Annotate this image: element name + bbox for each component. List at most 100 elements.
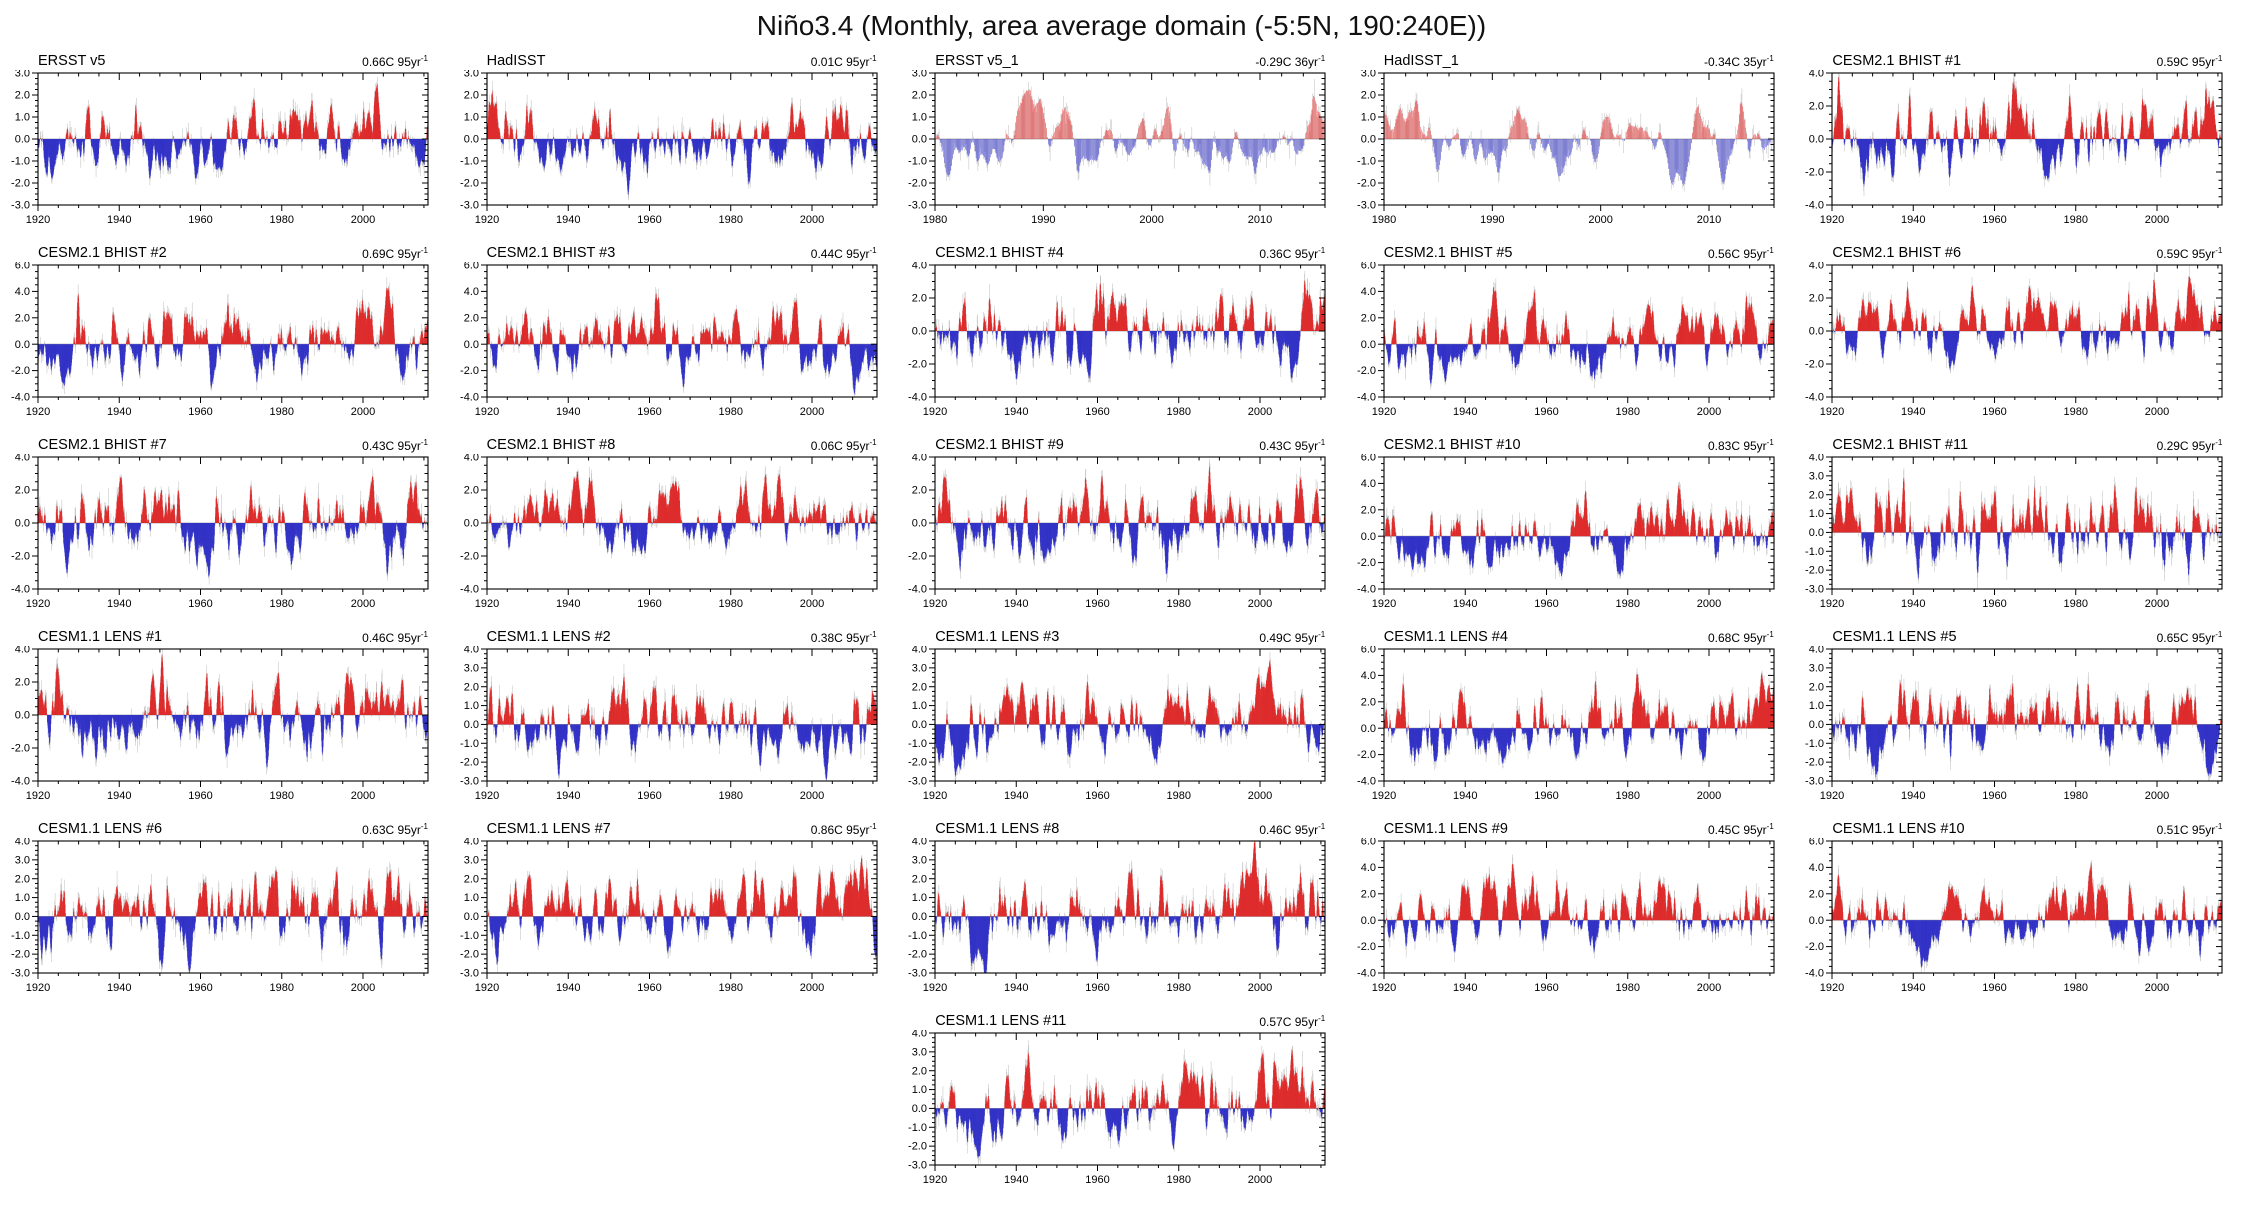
- negative-anomaly-series: [47, 715, 429, 768]
- y-tick-label: -3.0: [1805, 776, 1824, 788]
- y-tick-label: 4.0: [912, 838, 927, 848]
- panel-header: HadISST 0.01C 95yr-1: [449, 50, 897, 70]
- x-tick-label: 1940: [107, 598, 131, 610]
- panel-header: CESM1.1 LENS #8 0.46C 95yr-1: [897, 818, 1345, 838]
- x-tick-label: 1960: [1534, 406, 1558, 418]
- panel-plot: -3.0 -2.0 -1.0 0.0 1.0 2.0 3.0 4.0 1920 1940 1960 1…: [460, 838, 878, 994]
- y-tick-label: -1.0: [908, 738, 927, 750]
- panel-header: CESM1.1 LENS #6 0.63C 95yr-1: [0, 818, 448, 838]
- x-tick-label: 1920: [923, 1174, 947, 1186]
- y-tick-label: 2.0: [1361, 90, 1376, 102]
- trend-exponent: -1: [869, 54, 877, 63]
- x-tick-label: 1960: [637, 406, 661, 418]
- panel-title: CESM2.1 BHIST #2: [38, 245, 167, 261]
- chart-panel: ERSST v5_1 -0.29C 36yr-1 -3.0 -2.0 -1.0 0.0 1.…: [897, 50, 1345, 242]
- trend-exponent: -1: [869, 630, 877, 639]
- y-tick-label: 6.0: [1361, 646, 1376, 656]
- x-tick-label: 1980: [1372, 214, 1396, 226]
- x-tick-label: 1920: [1820, 214, 1844, 226]
- panel-trend-label: -0.29C 36yr-1: [1255, 54, 1326, 69]
- y-tick-label: -1.0: [908, 1122, 927, 1134]
- chart-panel: HadISST 0.01C 95yr-1 -3.0 -2.0 -1.0 0.0 1.0 2.0…: [449, 50, 897, 242]
- y-tick-label: 3.0: [1361, 70, 1376, 80]
- y-tick-label: 4.0: [463, 646, 478, 656]
- panel-trend-label: 0.66C 95yr-1: [362, 54, 428, 69]
- panel-plot: -3.0 -2.0 -1.0 0.0 1.0 2.0 3.0 1920 1940 1960 1980…: [460, 70, 878, 226]
- panel-title: ERSST v5_1: [935, 53, 1019, 69]
- x-tick-label: 1920: [923, 790, 947, 802]
- y-tick-label: 2.0: [1361, 696, 1376, 708]
- x-tick-label: 1940: [1004, 790, 1028, 802]
- y-tick-label: 2.0: [15, 677, 30, 689]
- x-tick-label: 1980: [2064, 406, 2088, 418]
- panel-title: CESM1.1 LENS #7: [486, 821, 611, 837]
- trend-exponent: -1: [1318, 630, 1326, 639]
- y-tick-label: -3.0: [460, 200, 479, 212]
- x-tick-label: 1960: [188, 790, 212, 802]
- plot-frame: [1831, 840, 2223, 974]
- y-tick-label: -4.0: [11, 776, 30, 788]
- panel-title: CESM1.1 LENS #5: [1832, 629, 1957, 645]
- x-tick-label: 1920: [1372, 598, 1396, 610]
- x-tick-label: 1940: [1004, 1174, 1028, 1186]
- y-tick-label: 2.0: [1809, 888, 1824, 900]
- negative-anomaly-series: [1387, 728, 1738, 764]
- y-tick-label: 2.0: [1809, 681, 1824, 693]
- y-tick-label: 0.0: [463, 339, 478, 351]
- negative-anomaly-series: [487, 523, 877, 555]
- chart-panel: CESM2.1 BHIST #4 0.36C 95yr-1 -4.0 -2.0 0.0 2…: [897, 242, 1345, 434]
- panel-plot: -4.0 -2.0 0.0 2.0 4.0 1920 1940 1960 1980 2000: [908, 454, 1326, 610]
- y-tick-label: 1.0: [463, 112, 478, 124]
- x-tick-label: 1920: [474, 214, 498, 226]
- y-tick-label: -3.0: [1805, 584, 1824, 596]
- positive-anomaly-series: [946, 660, 1326, 725]
- y-tick-label: 2.0: [1361, 888, 1376, 900]
- panel-trend-label: 0.86C 95yr-1: [810, 822, 877, 837]
- x-tick-label: 2000: [1697, 598, 1721, 610]
- x-tick-label: 1940: [1453, 790, 1477, 802]
- y-tick-label: -4.0: [11, 392, 30, 404]
- y-tick-label: 2.0: [912, 681, 927, 693]
- x-tick-label: 2000: [351, 214, 375, 226]
- panel-header: CESM1.1 LENS #7 0.86C 95yr-1: [449, 818, 897, 838]
- x-tick-label: 1940: [107, 982, 131, 994]
- y-tick-label: 2.0: [463, 873, 478, 885]
- x-tick-label: 1920: [1820, 790, 1844, 802]
- panel-header: CESM1.1 LENS #5 0.65C 95yr-1: [1794, 626, 2242, 646]
- panel-title: ERSST v5: [38, 53, 106, 69]
- x-tick-label: 1980: [1615, 790, 1639, 802]
- y-tick-label: -1.0: [11, 930, 30, 942]
- x-tick-label: 2000: [351, 982, 375, 994]
- x-tick-label: 1940: [1453, 982, 1477, 994]
- panel-header: CESM1.1 LENS #3 0.49C 95yr-1: [897, 626, 1345, 646]
- x-tick-label: 1940: [1901, 406, 1925, 418]
- trend-exponent: -1: [420, 822, 428, 831]
- y-tick-label: -3.0: [11, 200, 30, 212]
- panel-header: HadISST_1 -0.34C 35yr-1: [1346, 50, 1794, 70]
- raw-monthly-series: [1832, 860, 2223, 973]
- panel-trend-label: 0.46C 95yr-1: [362, 630, 428, 645]
- x-tick-label: 2000: [1248, 598, 1272, 610]
- x-tick-label: 1960: [1085, 982, 1109, 994]
- y-tick-label: 0.0: [912, 134, 927, 146]
- x-tick-label: 1960: [637, 982, 661, 994]
- y-tick-label: -1.0: [460, 930, 479, 942]
- panel-title: CESM1.1 LENS #9: [1383, 821, 1508, 837]
- negative-anomaly-series: [1385, 344, 1768, 385]
- panel-header: CESM1.1 LENS #10 0.51C 95yr-1: [1794, 818, 2242, 838]
- panel-header: CESM1.1 LENS #4 0.68C 95yr-1: [1346, 626, 1794, 646]
- y-tick-label: -2.0: [11, 551, 30, 563]
- x-tick-label: 1920: [474, 982, 498, 994]
- x-tick-label: 1980: [2064, 982, 2088, 994]
- positive-anomaly-series: [1384, 485, 1774, 537]
- trend-exponent: -1: [2215, 822, 2223, 831]
- y-tick-label: -3.0: [460, 968, 479, 980]
- positive-anomaly-series: [1832, 863, 2223, 921]
- panel-header: CESM2.1 BHIST #10 0.83C 95yr-1: [1346, 434, 1794, 454]
- positive-anomaly-series: [1385, 863, 1774, 921]
- y-tick-label: -3.0: [1357, 200, 1376, 212]
- trend-exponent: -1: [1318, 246, 1326, 255]
- panel-plot: -4.0 -2.0 0.0 2.0 4.0 6.0 1920 1940 1960 1980 2000: [460, 262, 878, 418]
- panel-plot: -3.0 -2.0 -1.0 0.0 1.0 2.0 3.0 4.0 1920 1940 1960 1…: [1805, 454, 2223, 610]
- trend-exponent: -1: [2215, 54, 2223, 63]
